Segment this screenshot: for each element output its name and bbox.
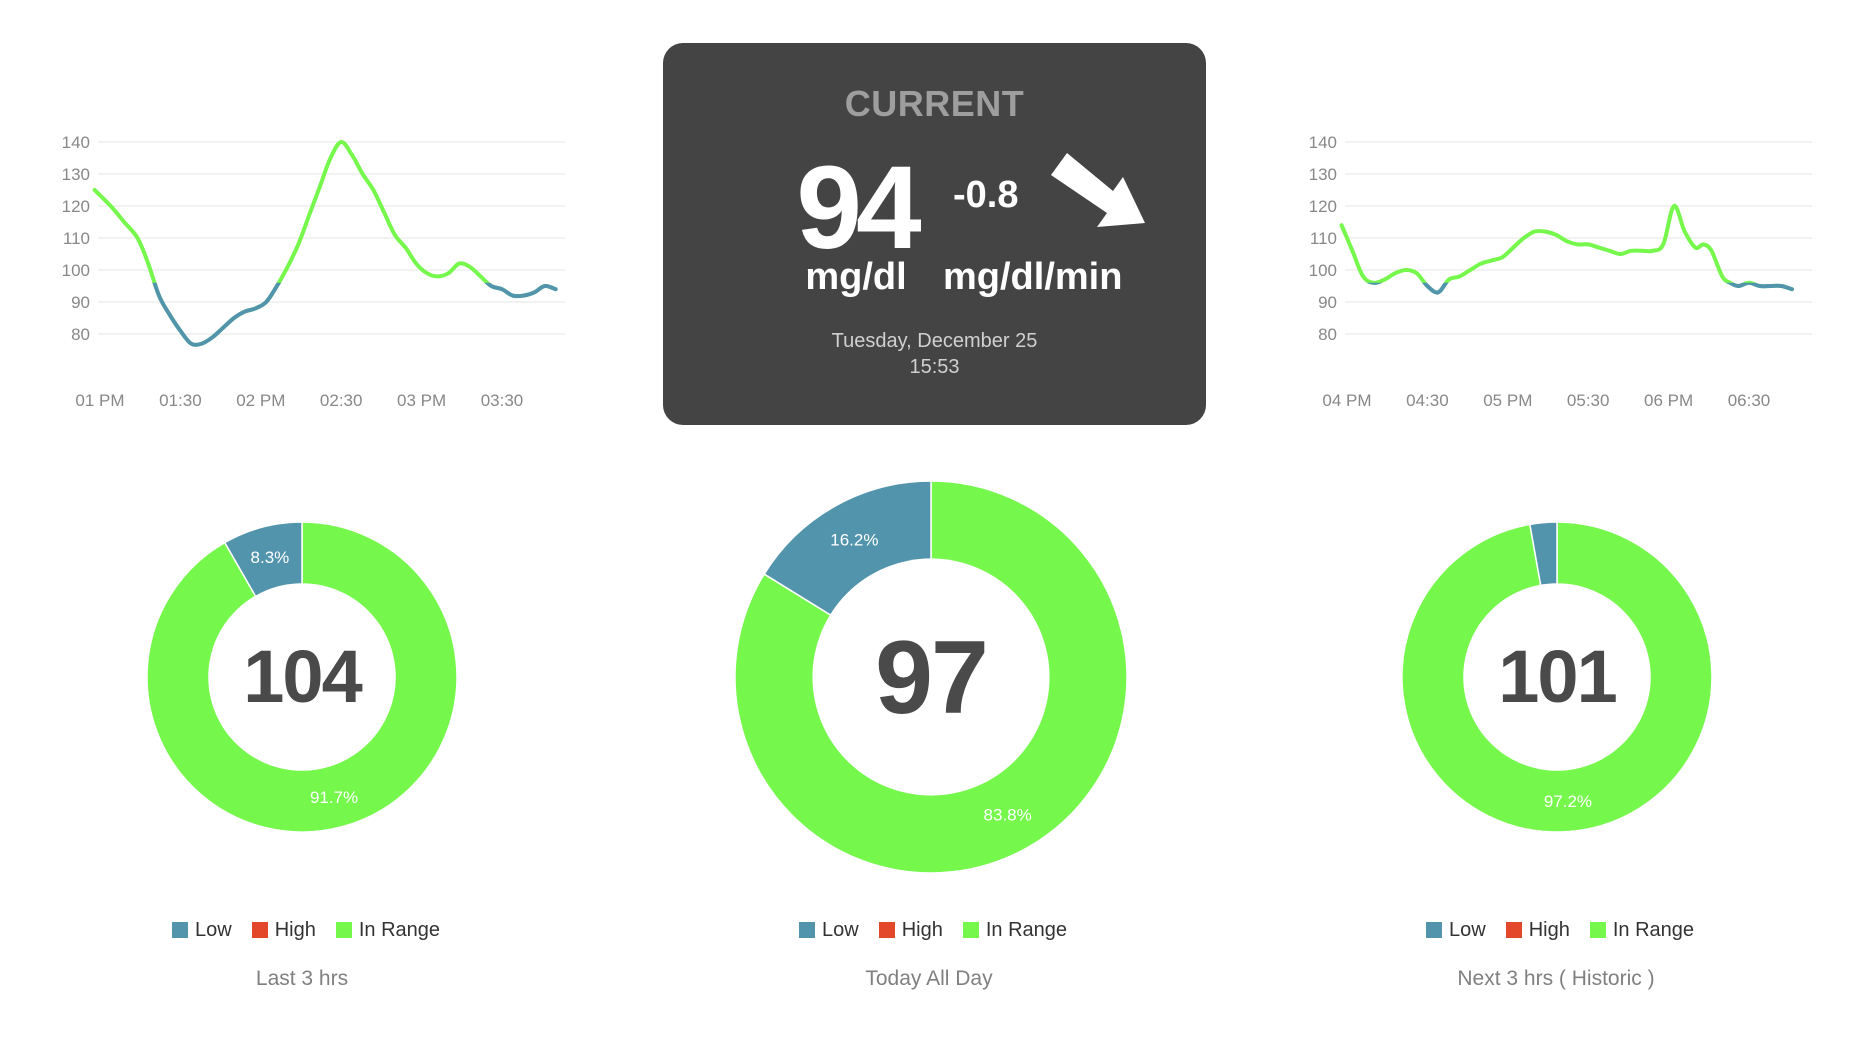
line-chart-next-3-hrs: 140 130 120 110 100 90 80 04 PM 04:30 05 PM 05:30 0… <box>1297 130 1817 430</box>
legend-swatch-low <box>172 922 188 938</box>
donut-caption-today-all-day: Today All Day <box>865 967 993 990</box>
donut-center-value: 101 <box>1498 635 1617 718</box>
legend-label-low: Low <box>195 918 232 941</box>
x-tick-label: 03 PM <box>397 391 446 410</box>
x-tick-label: 05 PM <box>1483 391 1532 410</box>
legend-swatch-low <box>1426 922 1442 938</box>
x-tick-label: 06 PM <box>1644 391 1693 410</box>
legend-swatch-high <box>1505 922 1522 938</box>
series-line-in-range <box>1339 203 1794 295</box>
legend-swatch-high <box>878 922 895 938</box>
legend-swatch-in-range <box>962 922 979 938</box>
donut-segment-in-range <box>147 522 457 832</box>
legend-item-in-range: In Range <box>1589 918 1695 942</box>
legend-label-high: High <box>1528 918 1570 941</box>
x-tick-label: 03:30 <box>481 391 524 410</box>
donut-legend-last-3-hrs: Low High In Range <box>172 917 440 943</box>
y-tick-label: 140 <box>62 133 90 152</box>
donut-percent-label: 8.3% <box>251 548 290 567</box>
donut-caption-last-3-hrs: Last 3 hrs <box>255 967 349 990</box>
donut-svg: 83.8% 16.2% <box>735 481 1127 873</box>
legend-swatch-in-range <box>335 922 352 938</box>
y-tick-label: 80 <box>1318 325 1337 344</box>
donut-chart-next-3-hrs: 97.2% 101 <box>1402 522 1712 832</box>
legend-label-high: High <box>274 918 316 941</box>
arrow-down-right-icon <box>1051 153 1145 227</box>
donut-svg: 97.2% <box>1402 522 1712 832</box>
legend-label-in-range: In Range <box>358 918 441 941</box>
glucose-delta-unit: mg/dl/min <box>943 256 1123 298</box>
legend-item-in-range: In Range <box>962 918 1068 942</box>
legend-item-low: Low <box>172 919 232 942</box>
legend-item-in-range: In Range <box>335 918 441 942</box>
current-glucose-unit: mg/dl <box>805 256 907 298</box>
y-tick-label: 130 <box>1309 165 1337 184</box>
donut-legend-next-3-hrs: Low High In Range <box>1426 917 1694 943</box>
donut-caption-next-3-hrs: Next 3 hrs ( Historic ) <box>1457 967 1655 990</box>
donut-percent-label: 16.2% <box>830 531 878 550</box>
legend-swatch-in-range <box>1589 922 1606 938</box>
line-chart-svg: 140 130 120 110 100 90 80 01 PM 01:30 02 PM 02:30 0… <box>62 133 565 410</box>
donut-percent-label: 97.2% <box>1544 792 1592 811</box>
donut-center-value: 104 <box>243 635 362 718</box>
donut-hole <box>208 583 396 771</box>
x-tick-label: 05:30 <box>1567 391 1610 410</box>
current-title: CURRENT <box>844 83 1025 124</box>
y-tick-label: 110 <box>63 229 90 248</box>
current-date: Tuesday, December 25 <box>831 330 1038 352</box>
donut-hole <box>1463 583 1651 771</box>
legend-label-in-range: In Range <box>1612 918 1695 941</box>
donut-legend-today-all-day: Low High In Range <box>799 917 1067 943</box>
x-tick-label: 04:30 <box>1406 391 1449 410</box>
donut-percent-label: 83.8% <box>984 805 1032 824</box>
legend-label-low: Low <box>822 918 859 941</box>
x-tick-label: 01:30 <box>159 391 202 410</box>
y-tick-label: 90 <box>71 293 90 312</box>
legend-swatch-high <box>251 922 268 938</box>
y-tick-label: 120 <box>62 197 90 216</box>
y-tick-label: 120 <box>1309 197 1337 216</box>
y-tick-label: 130 <box>62 165 90 184</box>
x-tick-label: 02:30 <box>320 391 363 410</box>
glucose-delta-value: -0.8 <box>953 174 1019 216</box>
legend-label-low: Low <box>1449 918 1486 941</box>
legend-item-low: Low <box>1426 919 1486 942</box>
legend-label-high: High <box>901 918 943 941</box>
y-tick-label: 90 <box>1318 293 1337 312</box>
donut-percent-label: 91.7% <box>310 788 358 807</box>
x-tick-label: 04 PM <box>1322 391 1371 410</box>
y-tick-label: 80 <box>71 325 90 344</box>
x-tick-label: 02 PM <box>236 391 285 410</box>
line-chart-last-3-hrs: 140 130 120 110 100 90 80 01 PM 01:30 02 PM 02:30 0… <box>50 130 570 430</box>
x-tick-label: 06:30 <box>1728 391 1771 410</box>
series-line-low <box>152 282 558 347</box>
current-reading-panel: CURRENT 94 mg/dl -0.8 mg/dl/min Tuesday,… <box>663 43 1206 425</box>
donut-chart-last-3-hrs: 91.7% 8.3% 104 <box>147 522 457 832</box>
legend-label-in-range: In Range <box>985 918 1068 941</box>
legend-item-high: High <box>1505 918 1570 942</box>
legend-swatch-low <box>799 922 815 938</box>
y-tick-label: 100 <box>1309 261 1337 280</box>
y-tick-label: 140 <box>1309 133 1337 152</box>
donut-svg: 91.7% 8.3% <box>147 522 457 832</box>
legend-item-high: High <box>878 918 943 942</box>
legend-item-low: Low <box>799 919 859 942</box>
donut-chart-today-all-day: 83.8% 16.2% 97 <box>735 481 1127 873</box>
current-glucose-value: 94 <box>796 142 921 274</box>
current-time: 15:53 <box>909 356 960 378</box>
y-tick-label: 100 <box>62 261 90 280</box>
series-line-in-range <box>92 140 558 347</box>
line-chart-svg: 140 130 120 110 100 90 80 04 PM 04:30 05 PM 05:30 0… <box>1309 133 1812 410</box>
donut-center-value: 97 <box>875 620 989 736</box>
y-tick-label: 110 <box>1310 229 1337 248</box>
donut-hole <box>812 558 1050 796</box>
legend-item-high: High <box>251 918 316 942</box>
x-tick-label: 01 PM <box>75 391 124 410</box>
